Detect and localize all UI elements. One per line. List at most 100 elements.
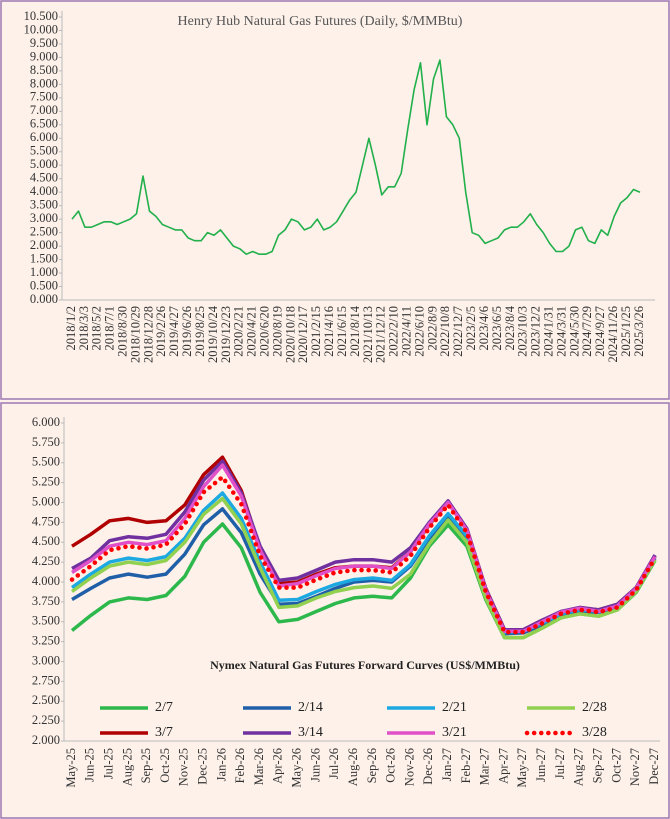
x-tick-label: 2020/8/19 [270, 306, 284, 357]
x-tick-label: Aug-25 [120, 748, 134, 786]
x-tick-label: Nov-25 [177, 748, 191, 786]
x-tick-label: 2024/9/27 [593, 306, 607, 357]
y-tick-label: 6.000 [30, 130, 58, 144]
y-tick-label: 7.000 [30, 103, 58, 117]
y-tick-label: 4.500 [32, 534, 60, 548]
x-tick-label: 2025/3/26 [632, 306, 646, 357]
x-tick-label: 2022/4/11 [400, 306, 414, 356]
y-tick-label: 8.000 [30, 76, 58, 90]
x-tick-label: 2023/2/5 [464, 306, 478, 350]
y-tick-label: 5.500 [32, 455, 60, 469]
y-tick-label: 5.500 [30, 144, 58, 158]
x-tick-label: 2018/10/29 [128, 306, 142, 363]
x-tick-label: 2024/7/29 [580, 306, 594, 357]
x-tick-label: 2018/1/2 [64, 306, 78, 350]
x-tick-label: Sep-27 [590, 748, 604, 783]
x-tick-label: 2018/3/3 [77, 306, 91, 350]
x-tick-label: Nov-27 [628, 748, 642, 786]
y-tick-label: 9.000 [30, 49, 58, 63]
x-tick-label: 2021/12/12 [374, 306, 388, 363]
x-tick-label: 2021/4/16 [322, 306, 336, 357]
y-tick-label: 6.500 [30, 117, 58, 131]
x-tick-label: 2020/12/17 [296, 306, 310, 363]
y-tick-label: 1.500 [30, 251, 58, 265]
data-line [71, 463, 657, 634]
x-tick-label: 2018/12/28 [141, 306, 155, 363]
x-tick-label: 2019/8/25 [193, 306, 207, 357]
x-tick-label: Mar-27 [478, 748, 492, 785]
x-tick-label: Feb-26 [233, 748, 247, 783]
x-tick-label: 2021/8/14 [348, 305, 362, 356]
x-tick-label: 2022/12/7 [451, 306, 465, 357]
y-tick-label: 8.500 [30, 63, 58, 77]
y-tick-label: 2.750 [32, 673, 60, 687]
panel-bottom [0, 402, 670, 819]
x-tick-label: 2022/2/10 [387, 306, 401, 357]
x-tick-label: Nov-26 [402, 748, 416, 786]
y-tick-label: 0.000 [30, 292, 58, 306]
x-tick-label: Jan-27 [440, 748, 454, 781]
x-tick-label: 2024/3/31 [554, 306, 568, 357]
x-tick-label: Jul-26 [327, 748, 341, 779]
x-tick-label: 2025/1/25 [619, 306, 633, 357]
y-tick-label: 2.500 [32, 693, 60, 707]
y-tick-label: 7.500 [30, 90, 58, 104]
x-tick-label: 2018/5/2 [90, 306, 104, 350]
x-tick-label: 2019/10/24 [206, 305, 220, 363]
x-tick-label: 2021/6/15 [335, 306, 349, 357]
y-tick-label: 1.000 [30, 265, 58, 279]
y-tick-label: 3.750 [32, 594, 60, 608]
x-tick-label: 2023/6/5 [490, 306, 504, 350]
x-tick-label: Jul-27 [553, 748, 567, 779]
y-tick-label: 2.250 [32, 713, 60, 727]
x-tick-label: Sep-25 [139, 748, 153, 783]
y-tick-label: 0.500 [30, 278, 58, 292]
x-tick-label: Jun-25 [83, 748, 97, 782]
x-tick-label: 2018/7/1 [103, 306, 117, 350]
legend-label: 3/28 [582, 725, 607, 740]
data-line [71, 59, 641, 255]
legend-label: 2/28 [582, 700, 607, 715]
y-tick-label: 4.250 [32, 554, 60, 568]
panel-top [0, 0, 670, 400]
y-tick-label: 4.000 [32, 574, 60, 588]
x-tick-label: 2020/6/20 [258, 306, 272, 357]
x-tick-label: 2024/1/31 [542, 306, 556, 357]
y-tick-label: 4.000 [30, 184, 58, 198]
y-tick-label: 3.500 [30, 198, 58, 212]
x-tick-label: Sep-26 [365, 748, 379, 783]
x-tick-label: 2020/10/18 [283, 306, 297, 363]
x-tick-label: Aug-27 [572, 748, 586, 786]
legend-label: 3/7 [155, 725, 173, 740]
x-tick-label: Jun-27 [534, 748, 548, 782]
y-tick-label: 2.000 [32, 733, 60, 747]
x-tick-label: Oct-26 [384, 748, 398, 783]
x-tick-label: Feb-27 [459, 748, 473, 783]
x-tick-label: Jul-25 [101, 748, 115, 779]
chart-title: Henry Hub Natural Gas Futures (Daily, $/… [178, 14, 463, 29]
y-tick-label: 4.500 [30, 171, 58, 185]
x-tick-label: 2019/12/23 [219, 306, 233, 363]
x-tick-label: Oct-25 [158, 748, 172, 783]
data-line [70, 496, 657, 640]
y-tick-label: 10.500 [24, 9, 58, 23]
legend-label: 2/7 [155, 700, 173, 715]
x-tick-label: Apr-27 [496, 748, 510, 784]
x-tick-label: Aug-26 [346, 748, 360, 786]
y-tick-label: 5.750 [32, 435, 60, 449]
x-tick-label: 2021/2/15 [309, 306, 323, 357]
x-tick-label: 2018/8/30 [116, 306, 130, 357]
y-tick-label: 10.000 [24, 22, 58, 36]
y-tick-label: 3.250 [32, 634, 60, 648]
x-tick-label: May-25 [64, 748, 78, 788]
y-tick-label: 3.500 [32, 614, 60, 628]
data-line [69, 474, 658, 635]
x-tick-label: 2019/2/26 [154, 306, 168, 357]
x-tick-label: 2023/8/4 [503, 305, 517, 350]
y-tick-label: 5.000 [30, 157, 58, 171]
x-tick-label: May-26 [290, 748, 304, 788]
y-tick-label: 5.250 [32, 475, 60, 489]
x-tick-label: 2019/4/27 [167, 306, 181, 357]
legend-label: 2/14 [298, 700, 323, 715]
